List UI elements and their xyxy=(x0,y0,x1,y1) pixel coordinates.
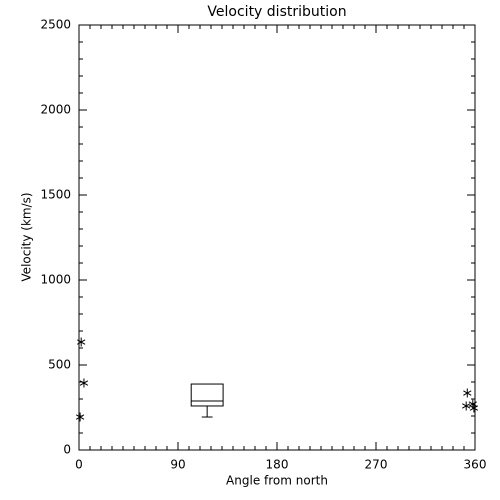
y-tick-label: 1000 xyxy=(40,273,71,287)
y-tick-label: 0 xyxy=(63,443,71,457)
point xyxy=(469,403,479,413)
point xyxy=(79,378,89,388)
x-tick-label: 360 xyxy=(464,458,487,472)
y-axis-label: Velocity (km/s) xyxy=(20,192,34,281)
chart-title: Velocity distribution xyxy=(207,4,346,20)
x-tick-label: 270 xyxy=(365,458,388,472)
y-tick-label: 2000 xyxy=(40,103,71,117)
y-tick-label: 500 xyxy=(48,358,71,372)
point xyxy=(463,388,472,398)
point xyxy=(77,337,86,347)
x-axis-label: Angle from north xyxy=(226,474,328,488)
point xyxy=(462,401,471,411)
x-tick-label: 90 xyxy=(170,458,185,472)
y-tick-label: 2500 xyxy=(40,18,71,32)
x-tick-label: 0 xyxy=(75,458,83,472)
y-tick-label: 1500 xyxy=(40,188,71,202)
x-tick-label: 180 xyxy=(266,458,289,472)
point xyxy=(75,412,85,422)
